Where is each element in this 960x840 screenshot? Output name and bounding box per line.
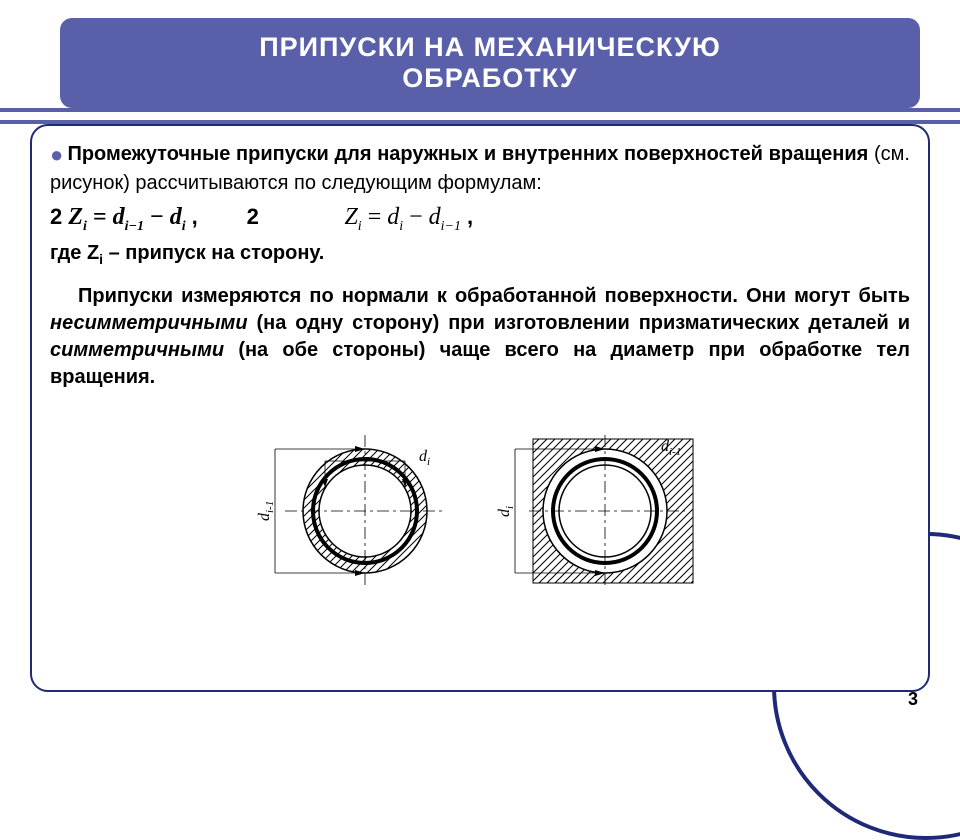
f2-d2-sub: i−1	[441, 218, 461, 233]
f1-d1: d	[113, 204, 125, 230]
p2-em2: симметричными	[50, 339, 224, 361]
slide-title: ПРИПУСКИ НА МЕХАНИЧЕСКУЮ ОБРАБОТКУ	[60, 18, 920, 108]
p2-b: (на одну сторону) при изготовлении призм…	[248, 312, 910, 334]
paragraph-2: Припуски измеряются по нормали к обработ…	[50, 283, 910, 391]
formula-row: 2 Zi = di−1 − di , 2 Zi = di − di−1	[50, 201, 910, 237]
title-line-2: ОБРАБОТКУ	[402, 63, 577, 93]
f2-Z-sub: i	[358, 218, 362, 233]
f1-minus: −	[150, 204, 170, 230]
formula-sep: ,	[192, 204, 198, 229]
left-label-di1: di-1	[256, 501, 276, 521]
right-label-di: di	[496, 506, 516, 517]
paragraph-1: ●Промежуточные припуски для наружных и в…	[50, 140, 910, 197]
page-number: 3	[908, 689, 918, 710]
diagram-outer-surface: di di-1	[255, 421, 455, 601]
bullet-icon: ●	[50, 142, 63, 167]
formula-sep-2: ,	[467, 204, 473, 229]
left-label-di: di	[419, 448, 430, 468]
f2-minus: −	[409, 204, 429, 230]
content-area: ●Промежуточные припуски для наружных и в…	[50, 140, 910, 609]
p2-em1: несимметричными	[50, 312, 248, 334]
f2-Z: Z	[344, 204, 357, 230]
where-b: – припуск на сторону.	[103, 242, 324, 264]
f1-d2: d	[170, 204, 182, 230]
where-a: где Z	[50, 242, 99, 264]
diagrams-row: di di-1	[50, 421, 910, 609]
diagram-inner-surface: di-1 di	[485, 421, 705, 601]
f1-Z-sub: i	[83, 218, 87, 233]
f2-eq: =	[368, 204, 388, 230]
f2-prefix: 2	[247, 204, 259, 229]
where-line: где Zi – припуск на сторону.	[50, 240, 910, 269]
f1-eq: =	[93, 204, 113, 230]
para1-lead: Промежуточные припуски для наружных и вн…	[67, 143, 868, 165]
f1-prefix: 2	[50, 204, 62, 229]
f2-d2: d	[429, 204, 441, 230]
f1-d2-sub: i	[182, 218, 186, 233]
title-line-1: ПРИПУСКИ НА МЕХАНИЧЕСКУЮ	[259, 32, 721, 62]
f1-Z: Z	[68, 204, 83, 230]
f2-d1: d	[387, 204, 399, 230]
f1-d1-sub: i−1	[125, 218, 144, 233]
f2-d1-sub: i	[399, 218, 403, 233]
p2-a: Припуски измеряются по нормали к обработ…	[78, 285, 910, 307]
